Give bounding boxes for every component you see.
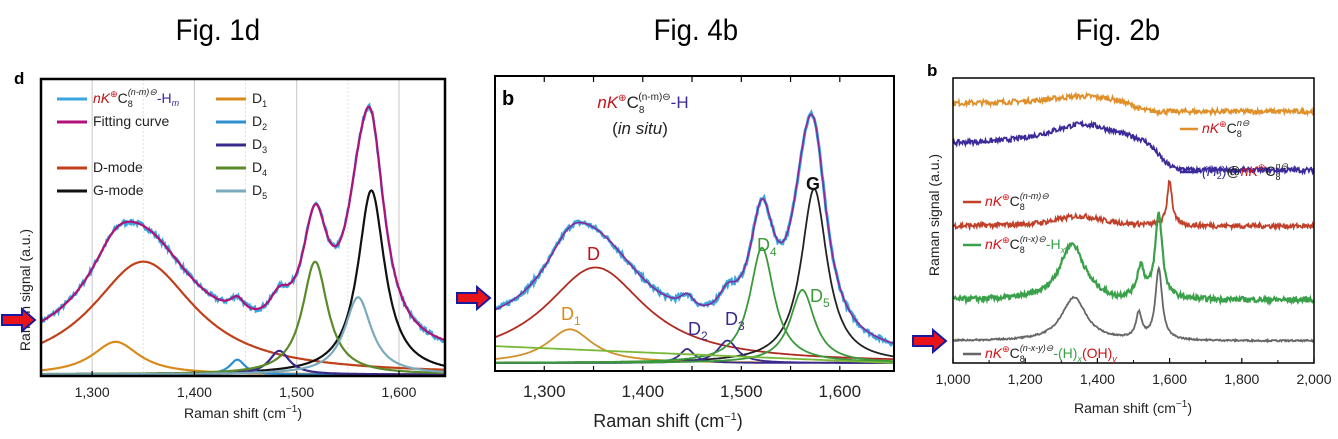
panel-letter: d — [14, 69, 24, 88]
legend-label: nK⊕C8(n-x)⊖-Hx — [985, 234, 1066, 255]
legend-label: Fitting curve — [93, 113, 169, 129]
component-d5 — [495, 288, 894, 364]
legend-label: nK⊕C8(n-m)⊖-Hm — [93, 87, 180, 109]
fitting-curve — [41, 105, 445, 342]
legend-label: nK⊕C8n⊖ — [1202, 118, 1250, 139]
x-tick-label: 1,400 — [1080, 371, 1115, 387]
x-tick-label: 1,600 — [381, 384, 416, 400]
arrow-marker-icon — [1, 306, 37, 334]
x-tick-label: 1,400 — [177, 384, 212, 400]
peak-label: D5 — [810, 286, 830, 310]
x-axis-label: Raman shift (cm−1) — [593, 411, 743, 431]
x-tick-label: 2,000 — [1296, 371, 1331, 387]
plot-frame — [494, 75, 895, 372]
legend-label: D3 — [252, 136, 267, 155]
figure-title-1: Fig. 1d — [175, 14, 261, 47]
x-axis-label: Raman shift (cm−1) — [184, 404, 302, 421]
series-line — [953, 211, 1314, 307]
series-line — [953, 119, 1314, 176]
peak-label: D — [587, 244, 600, 264]
measured-spectrum — [495, 108, 894, 347]
series-line — [953, 91, 1314, 118]
fitting-curve — [495, 113, 894, 345]
x-tick-label: 1,300 — [523, 382, 566, 401]
compound-annotation: nK⊕C8(n-m)⊖-H — [597, 92, 688, 116]
component-d5 — [41, 296, 445, 376]
legend-label: (H2)@nK⊕C8n⊖ — [1202, 161, 1289, 182]
plot-frame — [952, 77, 1315, 364]
panel-fig-2b: b 1,000 1,200 1,400 1,600 1,800 2,000 nK⊕C8n⊖… — [926, 61, 1332, 416]
series-line — [953, 179, 1314, 232]
peak-label: D2 — [688, 319, 708, 343]
series-line — [953, 265, 1314, 344]
legend-label: D1 — [252, 90, 267, 109]
figure-title-2: Fig. 4b — [653, 14, 739, 47]
legend-label: nK⊕C8(n-x-y)⊖-(H)x(OH)y — [985, 343, 1117, 364]
component-d4 — [41, 260, 445, 376]
panel-fig-4b: b 1,300 1,400 1,500 1,600 nK⊕C8(n-m)⊖-H (in… — [494, 75, 895, 431]
in-situ-annotation: (in situ) — [612, 119, 668, 138]
x-axis-label: Raman shift (cm−1) — [1074, 399, 1192, 416]
legend-label: D2 — [252, 113, 267, 132]
y-axis-label: Raman signal (a.u.) — [17, 229, 33, 351]
x-tick-label: 1,200 — [1008, 371, 1043, 387]
legend-label: D4 — [252, 159, 267, 178]
x-tick-label: 1,600 — [819, 382, 862, 401]
panel-fig-1d: d 1,300 1,400 1,500 1,600 Raman shift (cm−1… — [14, 69, 447, 421]
peak-label: D3 — [725, 309, 745, 333]
x-tick-label: 1,500 — [720, 382, 763, 401]
legend-label: G-mode — [93, 182, 144, 198]
x-tick-label: 1,400 — [622, 382, 665, 401]
peak-label: D4 — [757, 235, 777, 259]
peak-label: D1 — [561, 304, 581, 328]
legend-label: nK⊕C8(n-m)⊖ — [985, 191, 1049, 212]
x-tick-label: 1,600 — [1152, 371, 1187, 387]
arrow-marker-icon — [456, 284, 492, 312]
measured-spectrum — [41, 102, 445, 344]
x-tick-label: 1,300 — [75, 384, 110, 400]
panel-letter: b — [502, 88, 514, 110]
panel-letter: b — [927, 61, 937, 80]
component-d — [495, 266, 894, 361]
component-background — [495, 345, 894, 364]
figure-title-3: Fig. 2b — [1075, 14, 1161, 47]
legend-label: D-mode — [93, 159, 143, 175]
component-d-mode — [41, 260, 445, 371]
plot-frame — [39, 77, 447, 378]
x-tick-label: 1,000 — [935, 371, 970, 387]
legend-label: D5 — [252, 182, 267, 201]
x-tick-label: 1,500 — [279, 384, 314, 400]
y-axis-label: Raman signal (a.u.) — [926, 154, 942, 276]
arrow-marker-icon — [912, 327, 948, 355]
x-tick-label: 1,800 — [1224, 371, 1259, 387]
peak-label: G — [806, 174, 820, 194]
